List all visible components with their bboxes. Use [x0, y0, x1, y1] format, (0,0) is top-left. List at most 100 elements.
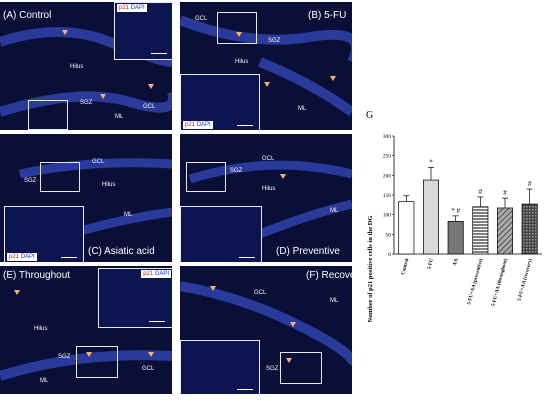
panel-f: (F) Recovery GCL ML SGZ: [180, 266, 352, 394]
panel-label: (F) Recovery: [306, 270, 352, 281]
arrowhead: [86, 352, 92, 357]
region-label: SGZ: [266, 366, 279, 372]
inset-legend: p21 DAPI: [183, 121, 213, 129]
panel-label: (A) Control: [3, 10, 52, 21]
significance-mark: #: [503, 189, 507, 197]
panel-a: (A) Control Hilus SGZ GCL ML p21 DAPI: [0, 2, 172, 130]
tissue-image-d: [188, 160, 352, 239]
bar: [423, 179, 439, 255]
inset: p21 DAPI: [98, 268, 172, 328]
arrowhead: [148, 84, 154, 89]
region-label: Hilus: [235, 59, 249, 65]
arrowhead: [330, 76, 336, 81]
scale-bar: [237, 389, 253, 390]
bar: [447, 221, 464, 255]
panel-label: (B) 5-FU: [308, 10, 347, 21]
x-tick-label: AA: [453, 258, 460, 267]
region-label: Hilus: [102, 182, 116, 188]
bar: [521, 203, 538, 255]
arrowhead: [236, 32, 242, 37]
arrowhead: [264, 82, 270, 87]
zoom-region: [280, 352, 322, 384]
region-label: GCL: [92, 159, 105, 165]
inset: [180, 340, 260, 394]
arrowhead: [210, 286, 216, 291]
zoom-region: [186, 162, 226, 192]
bar: [398, 201, 415, 255]
x-tick-label: 5-FU+AA (recovery): [517, 258, 533, 302]
zoom-region: [76, 346, 118, 378]
y-tick-label: 250: [383, 154, 392, 160]
inset-legend: p21 DAPI: [7, 253, 37, 261]
region-label: Hilus: [34, 326, 48, 332]
inset: p21 DAPI: [114, 2, 172, 60]
x-tick-label: 5-FU+AA (throughout): [491, 258, 509, 307]
region-label: GCL: [254, 290, 267, 296]
region-label: ML: [124, 212, 133, 218]
region-label: ML: [330, 298, 339, 304]
bar-series: * * # # # #: [398, 158, 538, 255]
region-label: SGZ: [268, 38, 281, 44]
p21-bar-chart: G Number of p21 positive cells in the DG…: [366, 110, 542, 323]
region-label: GCL: [143, 104, 156, 110]
region-label: ML: [115, 114, 124, 120]
region-label: SGZ: [230, 168, 243, 174]
x-tick-label: 5-FU+AA (preventive): [467, 258, 484, 306]
y-tick-label: 50: [386, 232, 392, 238]
region-label: GCL: [142, 366, 155, 372]
region-label: GCL: [262, 156, 275, 162]
y-tick-label: 150: [383, 193, 392, 199]
region-label: Hilus: [70, 64, 84, 70]
scale-bar: [149, 321, 165, 322]
y-tick-label: 200: [383, 173, 392, 179]
zoom-region: [28, 100, 68, 130]
significance-mark: #: [528, 180, 532, 188]
y-tick-label: 100: [383, 213, 392, 219]
tissue-image-b: [180, 15, 352, 117]
scale-bar: [239, 257, 255, 258]
arrowhead: [62, 30, 68, 35]
arrowhead: [100, 94, 106, 99]
region-label: Hilus: [262, 186, 276, 192]
x-tick-label: Control: [401, 258, 410, 276]
x-axis-labels: Control 5-FU AA 5-FU+AA (preventive) 5-FU+AA…: [401, 258, 534, 307]
region-label: SGZ: [58, 354, 71, 360]
region-label: GCL: [195, 16, 208, 22]
scale-bar: [237, 125, 253, 126]
inset-legend: p21 DAPI: [117, 4, 147, 12]
panel-label: (E) Throughout: [3, 270, 71, 281]
scale-bar: [151, 53, 167, 54]
region-label: ML: [298, 106, 307, 112]
arrowhead: [280, 174, 286, 179]
zoom-region: [40, 162, 80, 192]
y-tick-label: 0: [388, 252, 391, 258]
significance-mark: #: [479, 188, 483, 196]
panel-c: GCL SGZ Hilus ML p21 DAPI (C) Asiatic ac…: [0, 134, 172, 262]
y-axis-label: Number of p21 positive cells in the DG: [367, 216, 374, 323]
region-label: SGZ: [80, 100, 93, 106]
significance-mark: *: [429, 158, 433, 166]
significance-mark: * #: [451, 207, 460, 215]
inset-legend: p21 DAPI: [141, 270, 171, 278]
panel-label: (D) Preventive: [276, 246, 340, 257]
arrowhead: [290, 322, 296, 327]
region-label: ML: [330, 208, 339, 214]
bar: [497, 207, 513, 255]
bar: [472, 206, 489, 255]
panel-b: (B) 5-FU GCL SGZ Hilus ML p21 DAPI: [180, 2, 352, 130]
arrowhead: [286, 358, 292, 363]
y-axis: 0 50 100 150 200 250 300: [383, 134, 542, 258]
inset: [180, 206, 262, 262]
panel-label: (C) Asiatic acid: [88, 246, 155, 257]
panel-e: (E) Throughout Hilus SGZ GCL ML p21 DAPI: [0, 266, 172, 394]
arrowhead: [148, 352, 154, 357]
inset: p21 DAPI: [180, 74, 260, 130]
inset: p21 DAPI: [4, 206, 84, 262]
region-label: SGZ: [24, 178, 37, 184]
chart-panel-letter: G: [366, 110, 373, 121]
panel-d: GCL SGZ Hilus ML (D) Preventive: [180, 134, 352, 262]
y-tick-label: 300: [383, 134, 392, 140]
x-tick-label: 5-FU: [427, 258, 435, 270]
zoom-region: [217, 12, 257, 44]
arrowhead: [14, 290, 20, 295]
